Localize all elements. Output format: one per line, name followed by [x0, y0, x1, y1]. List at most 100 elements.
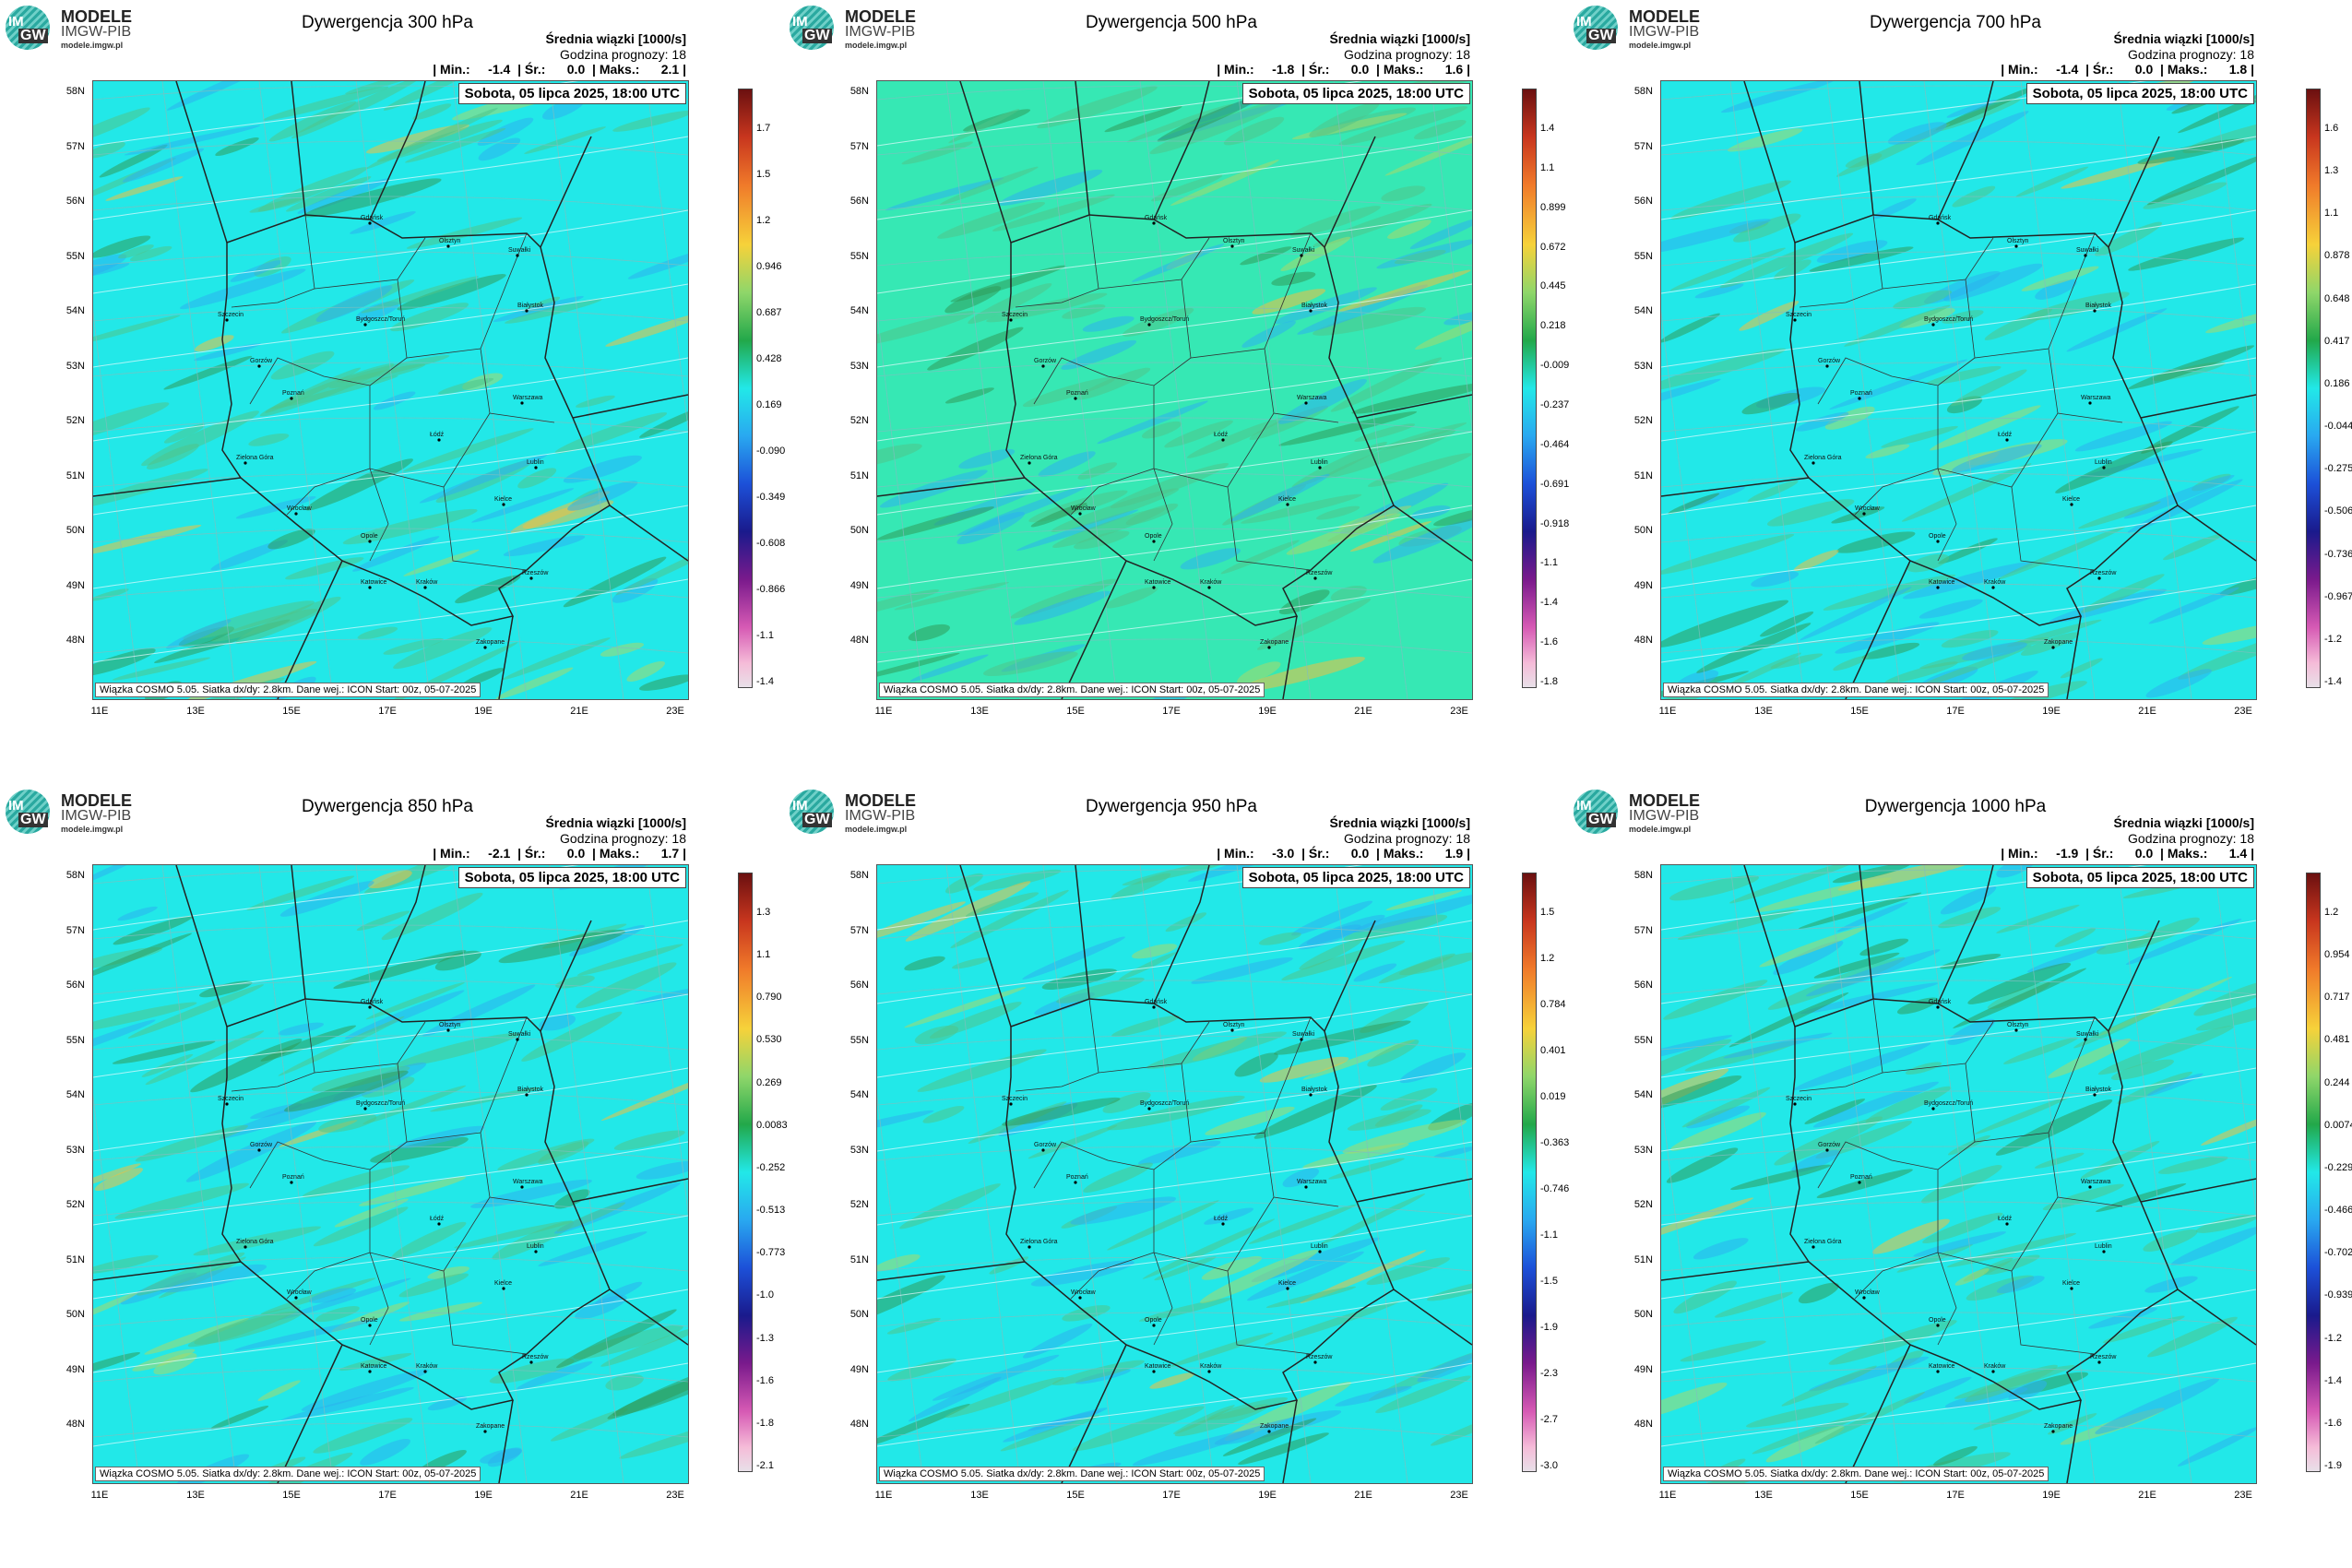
divergence-blob	[1338, 106, 1468, 146]
divergence-blob	[563, 556, 667, 608]
logo-emblem: IM GW	[1574, 790, 1618, 834]
lon-tick-label: 15E	[1850, 1490, 1869, 1501]
divergence-blob	[1107, 1095, 1245, 1131]
city-dot	[2088, 1185, 2092, 1189]
divergence-blob	[1083, 1162, 1153, 1193]
imgw-logo: IM GW MODELE IMGW-PIB modele.imgw.pl	[1574, 790, 1712, 836]
lat-tick-label: 54N	[849, 305, 869, 316]
divergence-blob	[1884, 661, 1958, 684]
divergence-blob	[1313, 306, 1427, 336]
city-label: Opole	[361, 533, 378, 540]
divergence-blob	[595, 1281, 643, 1305]
city-dot	[525, 309, 529, 313]
divergence-blob	[339, 1353, 412, 1372]
contour-line	[1661, 81, 2147, 147]
divergence-blob	[615, 534, 688, 596]
divergence-blob	[1353, 963, 1397, 982]
city-label: Zielona Góra	[236, 1239, 274, 1245]
graticule-lat-line	[877, 1201, 1472, 1217]
lat-tick-label: 50N	[1633, 1309, 1653, 1320]
lon-tick-label: 23E	[666, 706, 684, 717]
divergence-blob	[1252, 289, 1326, 315]
city-dot	[1152, 586, 1156, 589]
graticule-lon-line	[2214, 81, 2256, 433]
divergence-blob	[1299, 938, 1363, 970]
divergence-blob	[185, 1122, 317, 1182]
divergence-blob	[605, 310, 688, 347]
divergence-blob	[1770, 653, 1823, 669]
model-info-footer: Wiązka COSMO 5.05. Siatka dx/dy: 2.8km. …	[95, 683, 481, 697]
lon-tick-label: 21E	[2138, 706, 2156, 717]
city-dot	[1147, 1107, 1151, 1111]
divergence-blob	[1366, 1257, 1450, 1286]
graticule-lon-line	[1333, 865, 1408, 1483]
divergence-blob	[1003, 1408, 1108, 1443]
divergence-blob	[260, 1025, 357, 1062]
graticule-lat-line	[877, 1367, 1472, 1383]
divergence-blob	[1798, 892, 1922, 930]
divergence-blob	[639, 674, 688, 691]
divergence-blob	[1038, 451, 1096, 477]
graticule-lat-line	[1661, 362, 2256, 377]
logo-badge-im: IM	[8, 14, 24, 30]
graticule	[1661, 81, 2256, 699]
divergence-blob	[600, 642, 645, 657]
divergence-blob	[502, 637, 611, 680]
lat-tick-label: 56N	[65, 980, 85, 991]
city-dot	[520, 401, 524, 405]
divergence-blob	[112, 1040, 216, 1064]
divergence-blob	[1661, 219, 1771, 255]
divergence-blob	[93, 1019, 156, 1061]
divergence-blob	[998, 169, 1103, 206]
voivodeship-lines	[1799, 998, 2123, 1355]
city-dot	[1267, 1430, 1271, 1433]
divergence-blob	[1733, 213, 1801, 243]
graticule-lon-line	[93, 1093, 140, 1483]
contour-line	[93, 1067, 688, 1152]
divergence-blob	[1829, 359, 1968, 410]
country-borders	[877, 81, 1472, 699]
colorbar-tick-label: -0.691	[1540, 478, 1570, 490]
city-dot	[257, 364, 261, 368]
city-label: Gdańsk	[1929, 999, 1952, 1005]
divergence-blob	[99, 144, 168, 178]
divergence-blob	[626, 660, 665, 682]
divergence-blob	[1199, 1249, 1319, 1303]
forecast-hour-label: Godzina prognozy: 18	[1344, 47, 1470, 62]
divergence-blob	[113, 916, 193, 945]
divergence-blob	[1165, 912, 1207, 932]
city-label: Gorzów	[1818, 358, 1841, 364]
stats-line: | Min.: -1.9 | Śr.: 0.0 | Maks.: 1.4 |	[2001, 846, 2254, 861]
divergence-blob	[1921, 1165, 2002, 1204]
lon-tick-label: 15E	[1066, 1490, 1085, 1501]
divergence-field	[93, 865, 688, 1483]
city-label: Poznań	[282, 390, 304, 397]
divergence-blob	[1282, 1168, 1320, 1188]
city-dot	[525, 1093, 529, 1097]
graticule-lon-line	[1333, 81, 1408, 699]
graticule-lon-line	[1661, 309, 1708, 699]
contour-line	[1661, 1215, 2256, 1300]
city-label: Białystok	[517, 1087, 544, 1093]
divergence-blob	[297, 178, 390, 214]
lon-tick-label: 15E	[282, 706, 301, 717]
city-dot	[2084, 1038, 2087, 1041]
divergence-blob	[1918, 599, 1983, 619]
divergence-blob	[2177, 1427, 2256, 1467]
divergence-blob	[1291, 900, 1373, 936]
divergence-blob	[1320, 1194, 1426, 1245]
divergence-blob	[1661, 1039, 1731, 1095]
city-label: Zakopane	[1260, 639, 1289, 646]
divergence-blob	[1214, 1409, 1342, 1445]
city-label: Kielce	[1278, 1280, 1296, 1287]
colorbar-tick-label: -1.2	[2324, 1332, 2342, 1344]
divergence-blob	[406, 217, 523, 249]
divergence-blob	[1773, 941, 1844, 975]
lon-tick-label: 11E	[1658, 1490, 1677, 1501]
divergence-blob	[199, 980, 253, 998]
city-dot	[294, 512, 298, 516]
lat-tick-label: 54N	[1633, 305, 1653, 316]
city-dot	[1147, 323, 1151, 327]
divergence-blob	[1721, 81, 1836, 113]
neighbor-borders	[877, 81, 1472, 699]
